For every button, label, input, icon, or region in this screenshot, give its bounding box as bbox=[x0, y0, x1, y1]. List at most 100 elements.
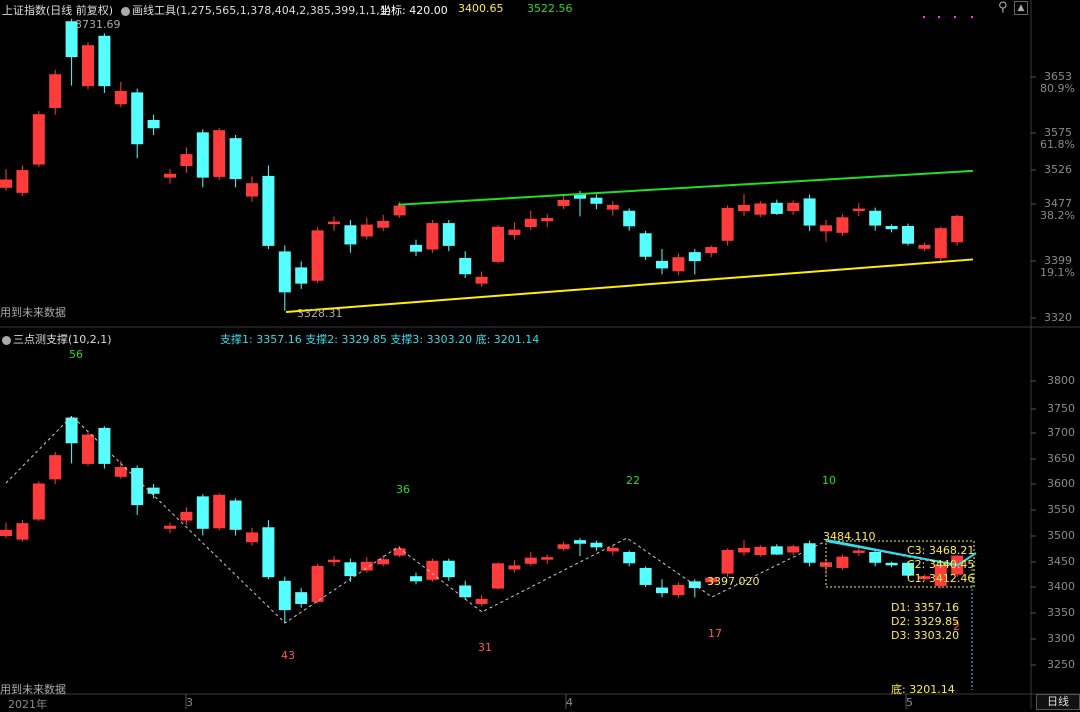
x-label: 3 bbox=[186, 696, 193, 709]
top-candle-body bbox=[623, 210, 636, 227]
top-candle-body bbox=[459, 257, 472, 275]
top-candle-body bbox=[754, 203, 767, 215]
bottom-candle-body bbox=[213, 494, 226, 529]
top-candle-body bbox=[328, 221, 340, 225]
bottom-candle-body bbox=[836, 556, 849, 568]
d3-label: D3: 3303.20 bbox=[891, 629, 960, 642]
top-candle-body bbox=[852, 208, 865, 212]
bottom-candle-body bbox=[524, 557, 537, 564]
y-label: 3350 bbox=[1047, 606, 1075, 619]
high-mark: 3731.69 bbox=[75, 18, 121, 31]
bottom-candle-body bbox=[360, 561, 373, 571]
low-mark: 3328.31 bbox=[297, 307, 343, 320]
y-label: 3575 bbox=[1044, 126, 1072, 139]
bottom-candle-body bbox=[278, 580, 291, 611]
settings-icon[interactable] bbox=[2, 335, 11, 345]
bottom-candle-body bbox=[49, 455, 62, 480]
y-label: 3653 bbox=[1044, 70, 1072, 83]
top-candle-body bbox=[147, 119, 160, 129]
bottom-candle-body bbox=[639, 567, 652, 585]
bottom-candle-body bbox=[934, 564, 947, 586]
period-button[interactable]: 日线 bbox=[1036, 694, 1080, 710]
y-label: 3526 bbox=[1044, 163, 1072, 176]
channel-upper-line bbox=[397, 169, 974, 206]
top-candle-body bbox=[803, 198, 816, 226]
top-candle-body bbox=[164, 173, 176, 178]
bottom-candle-body bbox=[344, 562, 357, 577]
bottom-candle-body bbox=[311, 565, 324, 602]
top-candle-body bbox=[229, 138, 242, 180]
bottom-candle-body bbox=[328, 559, 340, 563]
yellow-value: 3400.65 bbox=[458, 2, 504, 15]
search-icon[interactable]: ⚲ bbox=[998, 0, 1008, 15]
marker-dot bbox=[954, 16, 956, 18]
bottom-candle-body bbox=[393, 548, 406, 556]
bottom-candle-body bbox=[770, 546, 783, 555]
top-candle-body bbox=[65, 21, 78, 58]
c3-label: C3: 3468.21 bbox=[907, 544, 975, 557]
top-candle-body bbox=[738, 204, 750, 212]
pivot-high-label: 3484.110 bbox=[823, 530, 876, 543]
top-candle-body bbox=[672, 257, 685, 272]
bottom-candle-body bbox=[656, 587, 668, 594]
bottom-candle-body bbox=[590, 542, 603, 548]
coord-readout: 坐标: 420.00 bbox=[380, 2, 448, 18]
top-candle-body bbox=[295, 267, 308, 284]
bottom-candle-body bbox=[442, 560, 455, 578]
coord-value: 420.00 bbox=[409, 4, 448, 17]
top-candle-body bbox=[541, 218, 554, 222]
top-candle-body bbox=[213, 130, 226, 177]
bottom-candle-body bbox=[82, 434, 94, 464]
top-candle-body bbox=[442, 223, 455, 246]
y-label: 3650 bbox=[1047, 452, 1075, 465]
index-title: 上证指数(日线 前复权) bbox=[2, 2, 113, 18]
top-candle-body bbox=[377, 220, 390, 228]
bottom-candle-body bbox=[65, 417, 78, 444]
scroll-up-icon[interactable]: ▲ bbox=[1014, 1, 1028, 15]
bottom-candle-body bbox=[721, 549, 734, 574]
top-candle-body bbox=[606, 204, 619, 210]
channel-lower-line bbox=[285, 258, 974, 313]
top-candle-body bbox=[426, 223, 439, 250]
top-candle-body bbox=[262, 175, 275, 246]
top-candle-body bbox=[508, 229, 521, 235]
top-candle-body bbox=[180, 154, 193, 167]
pct-label: 19.1% bbox=[1040, 266, 1075, 279]
x-label: 5 bbox=[906, 696, 913, 709]
top-candle-body bbox=[16, 170, 29, 193]
top-candle-body bbox=[524, 218, 537, 228]
swing-count: 17 bbox=[708, 627, 722, 640]
top-candle-body bbox=[951, 215, 964, 243]
top-candle-body bbox=[656, 260, 668, 269]
y-label: 3600 bbox=[1047, 477, 1075, 490]
top-candle-body bbox=[885, 226, 898, 230]
bottom-candle-body bbox=[508, 565, 521, 570]
top-candle-body bbox=[590, 197, 603, 204]
y-label: 3450 bbox=[1047, 555, 1075, 568]
y-label: 3750 bbox=[1047, 402, 1075, 415]
bottom-candle-body bbox=[295, 592, 308, 604]
top-candle-body bbox=[902, 226, 914, 244]
projection-wedge bbox=[825, 540, 977, 567]
bottom-candle-body bbox=[98, 427, 111, 464]
pct-label: 80.9% bbox=[1040, 82, 1075, 95]
top-candle-body bbox=[934, 228, 947, 259]
y-label: 3800 bbox=[1047, 374, 1075, 387]
bottom-candle-body bbox=[557, 544, 570, 549]
drawing-tool-label[interactable]: 画线工具(1,275,565,1,378,404,2,385,399,1,1,1… bbox=[121, 2, 391, 18]
top-candle-body bbox=[770, 202, 783, 214]
indicator-title[interactable]: 三点测支撑(10,2,1) bbox=[2, 331, 112, 347]
bottom-candle-body bbox=[114, 467, 127, 477]
bottom-candle-body bbox=[852, 550, 865, 553]
x-label: 4 bbox=[566, 696, 573, 709]
bottom-candle-body bbox=[606, 547, 619, 552]
support-readout: 支撑1: 3357.16 支撑2: 3329.85 支撑3: 3303.20 底… bbox=[220, 331, 539, 347]
marker-dot bbox=[971, 16, 973, 18]
top-candle-body bbox=[475, 276, 488, 284]
settings-icon[interactable] bbox=[121, 6, 130, 16]
c1-label: C1: 3412.46 bbox=[907, 572, 975, 585]
d2-label: D2: 3329.85 bbox=[891, 615, 960, 628]
pct-label: 38.2% bbox=[1040, 209, 1075, 222]
pct-label: 61.8% bbox=[1040, 138, 1075, 151]
